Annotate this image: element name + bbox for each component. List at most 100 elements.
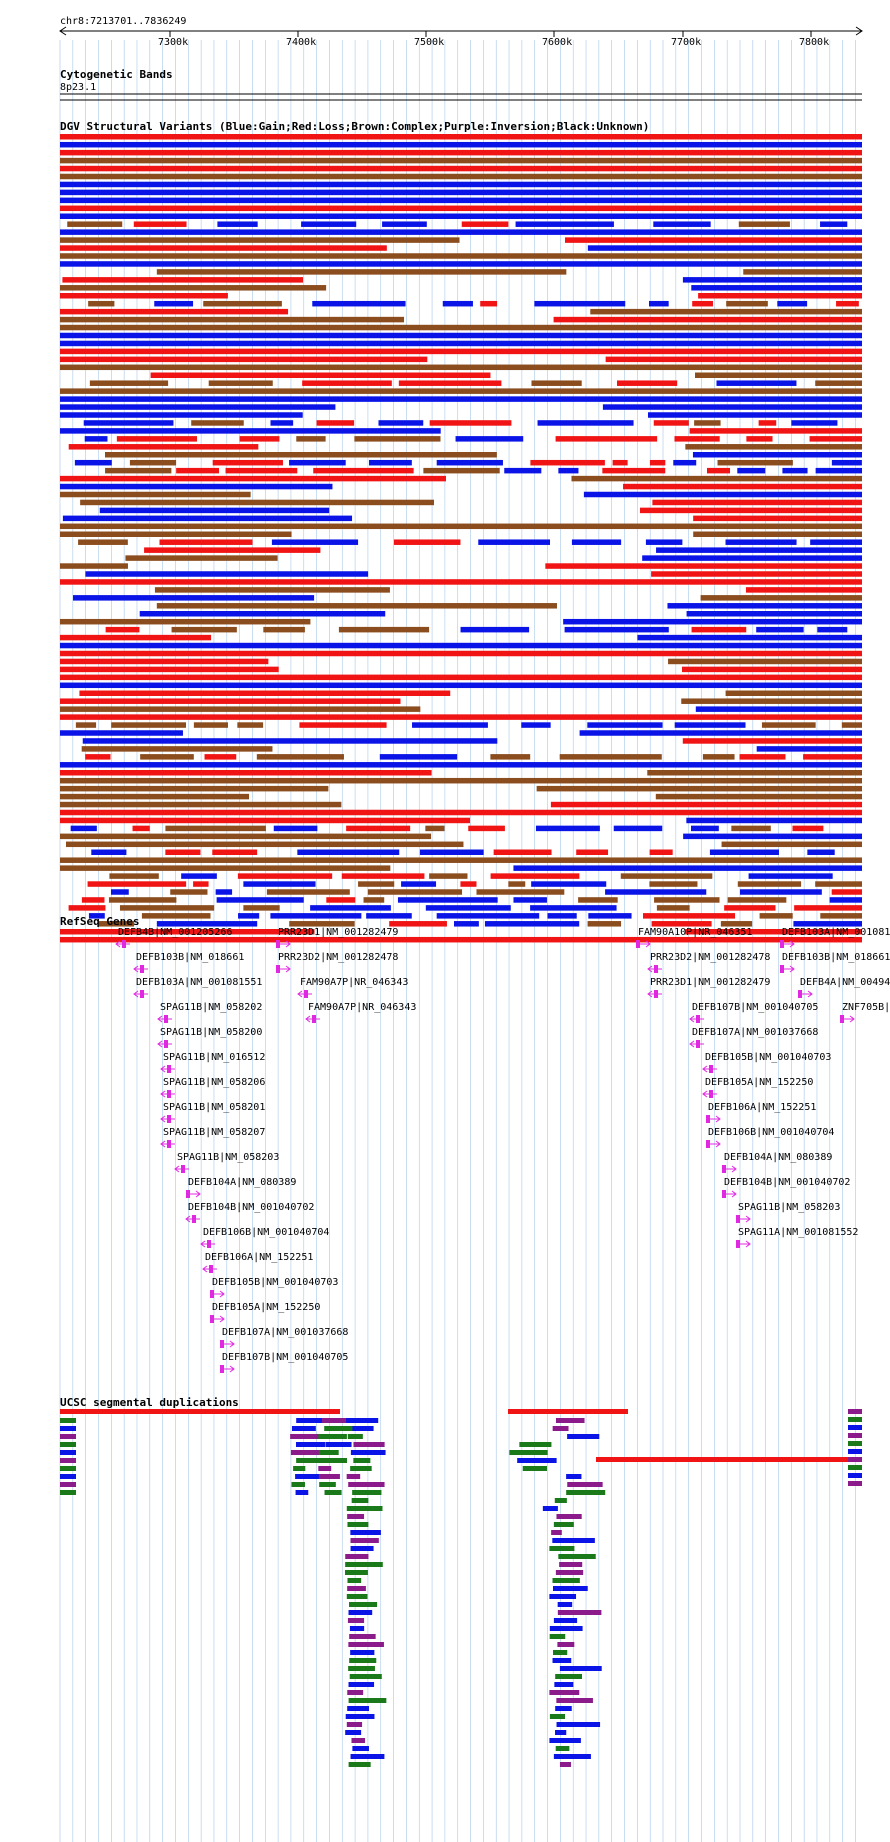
feature-segdup[interactable] [350,1466,372,1471]
feature-variant[interactable] [761,722,816,728]
feature-variant[interactable] [243,905,280,911]
feature-variant[interactable] [504,467,542,474]
feature-variant[interactable] [397,897,498,903]
feature-segdup[interactable] [60,1458,76,1463]
feature-variant[interactable] [212,459,283,466]
feature-variant[interactable] [587,921,622,927]
feature-variant[interactable] [60,475,446,482]
feature-variant[interactable] [60,364,862,371]
feature-variant[interactable] [480,300,498,307]
feature-gene-model[interactable] [297,990,312,998]
feature-segdup[interactable] [555,1418,585,1423]
feature-variant[interactable] [60,316,405,323]
feature-variant[interactable] [782,467,808,474]
feature-variant[interactable] [382,221,427,227]
feature-segdup[interactable] [848,1481,862,1486]
feature-segdup[interactable] [348,1762,371,1767]
feature-variant[interactable] [493,849,552,856]
feature-gene-model[interactable] [702,1090,717,1098]
feature-segdup[interactable] [348,1610,373,1615]
feature-variant[interactable] [425,905,511,911]
feature-segdup[interactable] [295,1474,323,1479]
feature-segdup[interactable] [350,1546,374,1551]
feature-variant[interactable] [691,825,719,832]
feature-segdup[interactable] [556,1514,582,1519]
feature-variant[interactable] [79,690,451,697]
feature-variant[interactable] [154,300,194,307]
feature-segdup[interactable] [559,1762,571,1767]
feature-segdup[interactable] [348,1698,387,1703]
feature-variant[interactable] [725,690,862,697]
feature-segdup[interactable] [320,1458,348,1463]
feature-segdup[interactable] [352,1490,382,1495]
feature-variant[interactable] [550,801,862,808]
feature-variant[interactable] [108,897,177,903]
feature-variant[interactable] [588,913,632,919]
feature-variant[interactable] [176,467,220,474]
feature-variant[interactable] [60,197,862,204]
feature-variant[interactable] [81,897,105,903]
feature-variant[interactable] [429,420,512,426]
feature-segdup[interactable] [60,1426,76,1431]
feature-segdup[interactable] [352,1746,369,1751]
feature-variant[interactable] [181,873,217,879]
feature-variant[interactable] [652,499,862,506]
feature-variant[interactable] [156,269,567,275]
feature-variant[interactable] [429,873,468,879]
feature-variant[interactable] [338,626,430,633]
feature-gene-model[interactable] [702,1065,717,1073]
feature-variant[interactable] [685,929,862,935]
feature-variant[interactable] [648,300,669,307]
feature-segdup[interactable] [549,1714,566,1719]
feature-segdup[interactable] [318,1474,340,1479]
feature-variant[interactable] [299,722,387,728]
feature-segdup[interactable] [318,1450,339,1455]
feature-segdup[interactable] [848,1441,862,1446]
feature-variant[interactable] [302,380,392,386]
feature-segdup[interactable] [349,1658,377,1663]
feature-variant[interactable] [686,611,862,617]
feature-segdup[interactable] [566,1490,606,1495]
feature-variant[interactable] [681,666,862,673]
feature-variant[interactable] [289,459,346,466]
feature-variant[interactable] [564,237,862,243]
feature-variant[interactable] [215,889,233,895]
feature-gene-model[interactable] [798,990,813,998]
feature-variant[interactable] [651,921,712,927]
feature-variant[interactable] [691,285,862,291]
feature-segdup[interactable] [555,1674,582,1679]
feature-variant[interactable] [436,913,540,919]
feature-variant[interactable] [831,459,862,466]
feature-variant[interactable] [60,817,471,824]
feature-segdup[interactable] [347,1522,369,1527]
feature-variant[interactable] [695,706,862,712]
feature-variant[interactable] [756,746,862,752]
feature-variant[interactable] [737,467,766,474]
feature-variant[interactable] [60,189,862,196]
feature-variant[interactable] [354,436,441,442]
feature-variant[interactable] [193,881,209,887]
feature-variant[interactable] [655,793,862,800]
feature-variant[interactable] [620,873,713,879]
feature-variant[interactable] [653,221,711,227]
feature-variant[interactable] [140,754,194,760]
feature-variant[interactable] [129,459,177,466]
feature-variant[interactable] [576,849,609,856]
feature-variant[interactable] [587,722,663,728]
feature-variant[interactable] [60,483,333,490]
feature-gene-model[interactable] [210,1315,225,1323]
feature-segdup[interactable] [509,1450,548,1455]
feature-variant[interactable] [170,889,208,895]
feature-variant[interactable] [60,237,460,243]
feature-variant[interactable] [829,897,862,903]
feature-variant[interactable] [564,626,669,633]
feature-variant[interactable] [98,921,135,927]
refseq-track[interactable]: RefSeq Genes DEFB4B|NM_001205266 DEFB103B… [60,915,890,1373]
feature-segdup[interactable] [848,1433,862,1438]
feature-variant[interactable] [484,921,580,927]
feature-segdup[interactable] [558,1554,596,1559]
feature-variant[interactable] [289,921,355,927]
feature-variant[interactable] [203,300,282,307]
feature-variant[interactable] [468,825,505,832]
feature-variant[interactable] [60,793,250,800]
